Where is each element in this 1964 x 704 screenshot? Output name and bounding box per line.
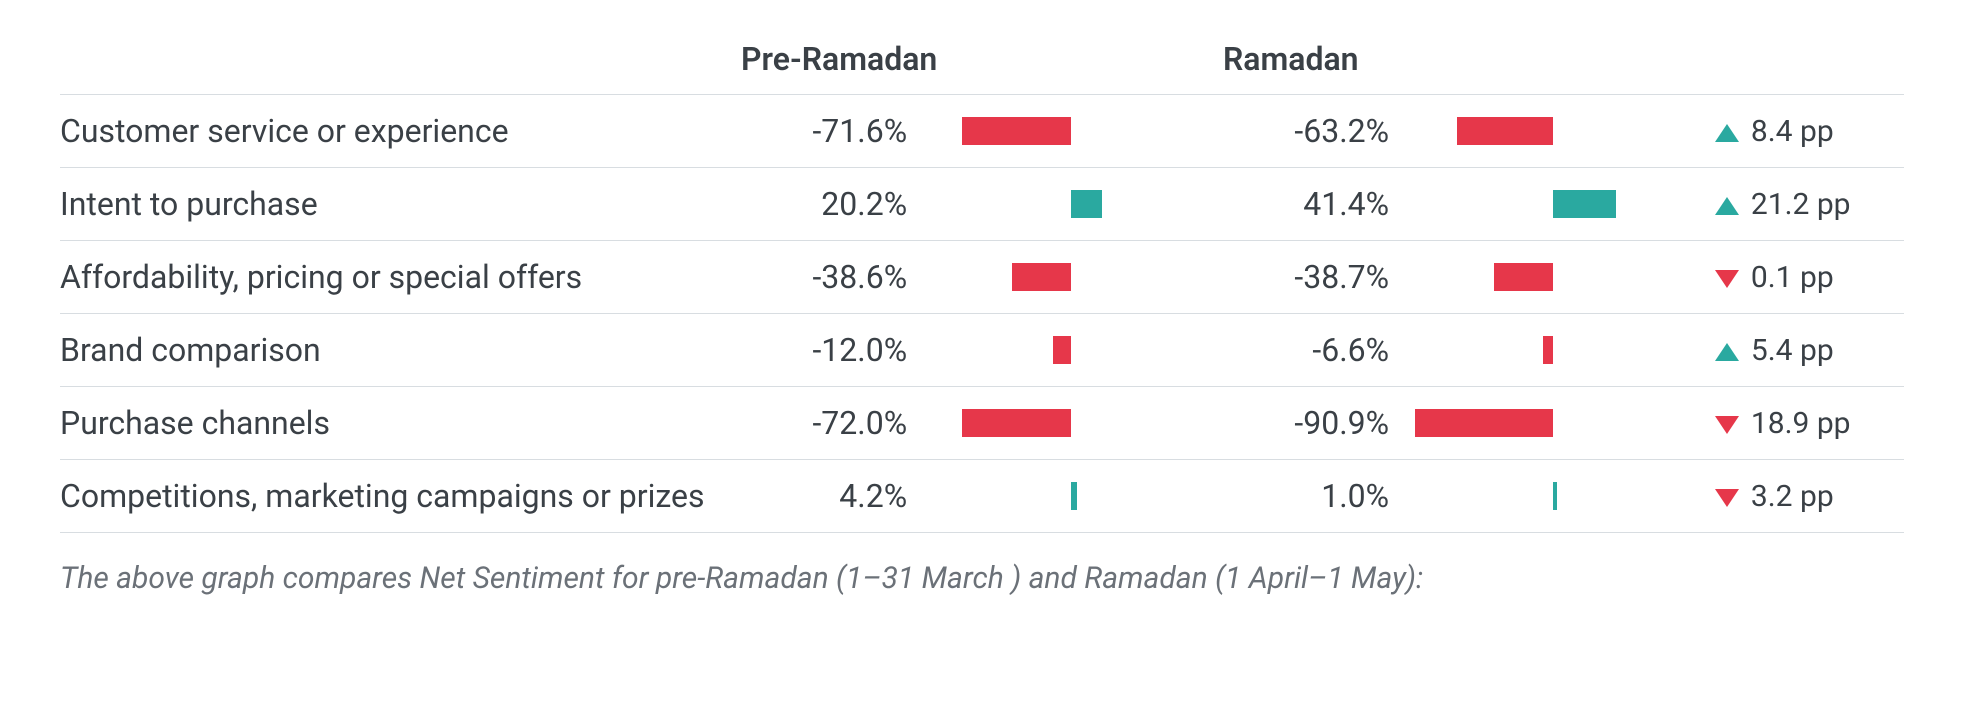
row-value: -6.6% [1223, 314, 1401, 387]
row-delta: 21.2 pp [1705, 168, 1904, 241]
table-row: Affordability, pricing or special offers… [60, 241, 1904, 314]
row-delta-value: 3.2 pp [1751, 479, 1834, 514]
row-delta-value: 0.1 pp [1751, 260, 1834, 295]
row-delta-value: 8.4 pp [1751, 114, 1834, 149]
row-bar [919, 95, 1223, 168]
row-value: -72.0% [741, 387, 919, 460]
triangle-down-icon [1715, 489, 1739, 507]
triangle-up-icon [1715, 124, 1739, 142]
row-value: -38.6% [741, 241, 919, 314]
sentiment-table: Pre-Ramadan Ramadan Customer service or … [60, 40, 1904, 533]
table-row: Purchase channels-72.0% -90.9% 18.9 pp [60, 387, 1904, 460]
row-value: 41.4% [1223, 168, 1401, 241]
row-delta: 3.2 pp [1705, 460, 1904, 533]
triangle-down-icon [1715, 270, 1739, 288]
row-bar [1401, 241, 1705, 314]
chart-container: Pre-Ramadan Ramadan Customer service or … [0, 0, 1964, 636]
row-value: -63.2% [1223, 95, 1401, 168]
row-bar [1401, 168, 1705, 241]
table-header-period-1: Ramadan [1223, 40, 1705, 95]
table-header-period-0: Pre-Ramadan [741, 40, 1223, 95]
row-delta: 5.4 pp [1705, 314, 1904, 387]
row-value: -90.9% [1223, 387, 1401, 460]
table-row: Intent to purchase20.2% 41.4% 21.2 pp [60, 168, 1904, 241]
row-bar [919, 241, 1223, 314]
table-row: Competitions, marketing campaigns or pri… [60, 460, 1904, 533]
row-category: Affordability, pricing or special offers [60, 241, 741, 314]
table-header-blank [60, 40, 741, 95]
row-delta: 8.4 pp [1705, 95, 1904, 168]
triangle-up-icon [1715, 197, 1739, 215]
chart-caption: The above graph compares Net Sentiment f… [60, 561, 1904, 596]
row-bar [919, 460, 1223, 533]
table-header-delta [1705, 40, 1904, 95]
row-delta: 18.9 pp [1705, 387, 1904, 460]
row-value: 20.2% [741, 168, 919, 241]
table-header-row: Pre-Ramadan Ramadan [60, 40, 1904, 95]
row-bar [919, 168, 1223, 241]
row-value: -71.6% [741, 95, 919, 168]
row-value: -38.7% [1223, 241, 1401, 314]
row-value: -12.0% [741, 314, 919, 387]
row-bar [1401, 95, 1705, 168]
triangle-up-icon [1715, 343, 1739, 361]
table-row: Brand comparison-12.0% -6.6% 5.4 pp [60, 314, 1904, 387]
row-delta-value: 18.9 pp [1751, 406, 1851, 441]
row-bar [1401, 460, 1705, 533]
row-bar [919, 314, 1223, 387]
table-row: Customer service or experience-71.6% -63.… [60, 95, 1904, 168]
row-category: Brand comparison [60, 314, 741, 387]
triangle-down-icon [1715, 416, 1739, 434]
row-value: 4.2% [741, 460, 919, 533]
row-category: Purchase channels [60, 387, 741, 460]
row-bar [1401, 387, 1705, 460]
row-delta: 0.1 pp [1705, 241, 1904, 314]
row-bar [919, 387, 1223, 460]
row-category: Competitions, marketing campaigns or pri… [60, 460, 741, 533]
row-delta-value: 21.2 pp [1751, 187, 1851, 222]
row-bar [1401, 314, 1705, 387]
row-value: 1.0% [1223, 460, 1401, 533]
row-delta-value: 5.4 pp [1751, 333, 1834, 368]
row-category: Customer service or experience [60, 95, 741, 168]
row-category: Intent to purchase [60, 168, 741, 241]
